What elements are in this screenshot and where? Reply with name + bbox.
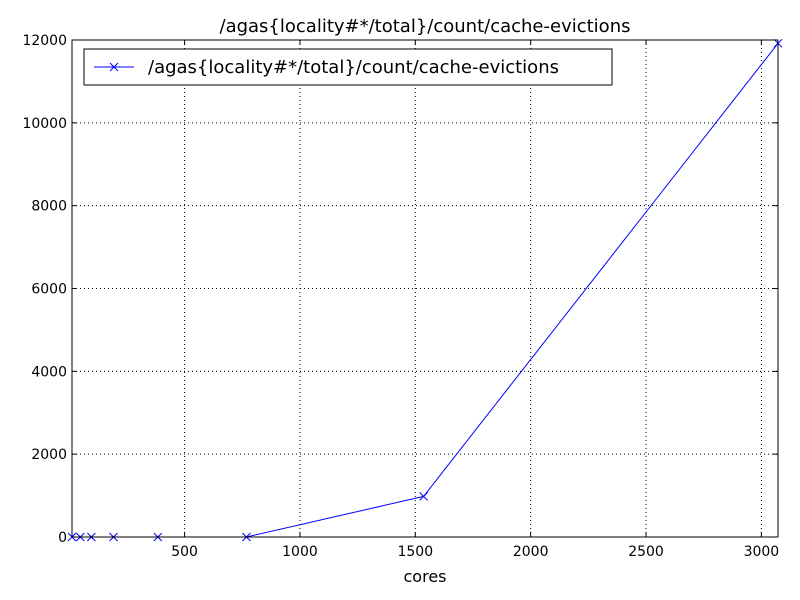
x-tick-label-2: 1500: [397, 544, 433, 560]
y-tick-label-2: 4000: [31, 364, 67, 380]
y-tick-label-3: 6000: [31, 282, 67, 298]
legend-box: [83, 48, 613, 86]
x-tick-label-0: 500: [171, 544, 198, 560]
grid: [72, 40, 778, 537]
y-tick-label-0: 0: [58, 530, 67, 546]
x-tick-label-4: 2500: [628, 544, 664, 560]
legend-marker-x: [109, 62, 119, 72]
chart-title: /agas{locality#*/total}/count/cache-evic…: [220, 16, 631, 37]
x-tick-label-5: 3000: [744, 544, 780, 560]
x-tick-label-3: 2000: [513, 544, 549, 560]
legend: /agas{locality#*/total}/count/cache-evic…: [83, 48, 613, 86]
y-tick-label-1: 2000: [31, 447, 67, 463]
legend-label: /agas{locality#*/total}/count/cache-evic…: [148, 57, 559, 78]
y-tick-label-5: 10000: [22, 116, 67, 132]
ticks: 500 1000 1500 2000 2500 3000 0 2000 4000 6000 8000…: [22, 33, 779, 560]
y-tick-label-4: 8000: [31, 199, 67, 215]
x-axis-title: cores: [404, 567, 447, 586]
data-point-0-6: [419, 492, 428, 501]
y-tick-label-6: 12000: [22, 33, 67, 49]
x-tick-label-1: 1000: [282, 544, 318, 560]
